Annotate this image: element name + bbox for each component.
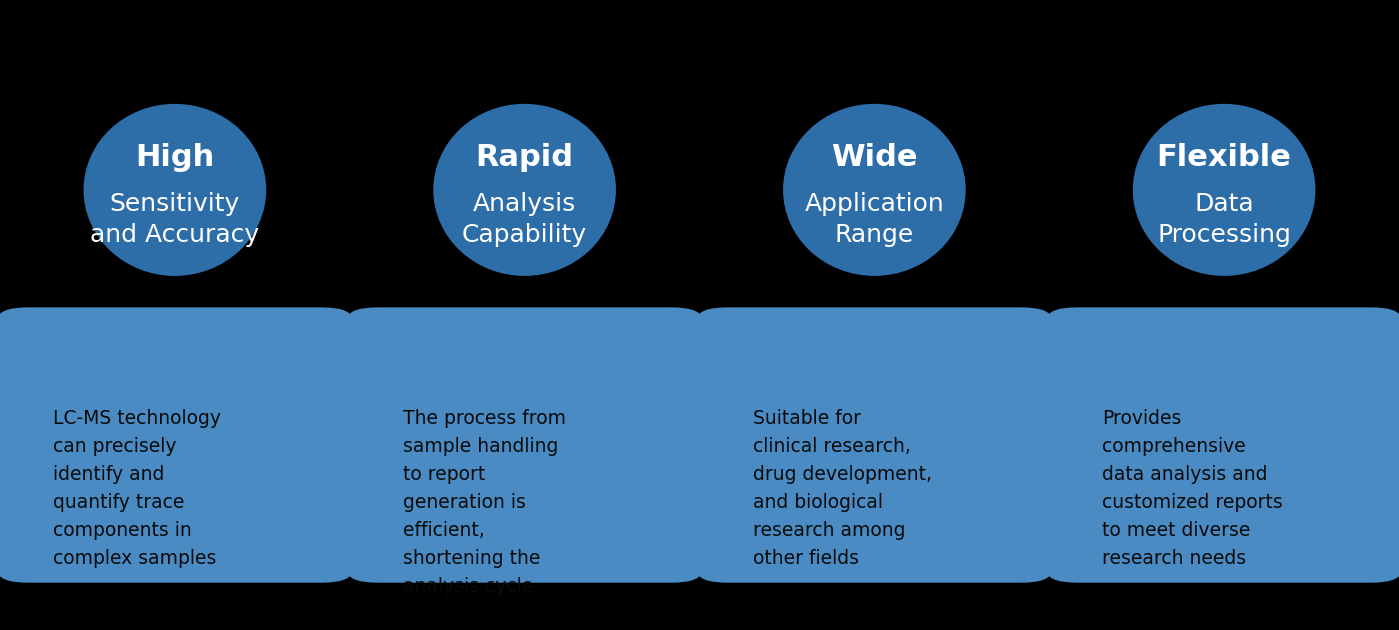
Ellipse shape (1133, 104, 1315, 276)
Text: The process from
sample handling
to report
generation is
efficient,
shortening t: The process from sample handling to repo… (403, 410, 567, 597)
Text: Rapid: Rapid (476, 143, 574, 172)
Text: High: High (136, 143, 214, 172)
Text: LC-MS technology
can precisely
identify and
quantify trace
components in
complex: LC-MS technology can precisely identify … (53, 410, 221, 568)
FancyBboxPatch shape (697, 307, 1052, 583)
Ellipse shape (434, 104, 616, 276)
Text: Data
Processing: Data Processing (1157, 192, 1291, 248)
Text: Provides
comprehensive
data analysis and
customized reports
to meet diverse
rese: Provides comprehensive data analysis and… (1102, 410, 1283, 568)
Text: Suitable for
clinical research,
drug development,
and biological
research among
: Suitable for clinical research, drug dev… (753, 410, 932, 568)
Text: Analysis
Capability: Analysis Capability (462, 192, 588, 248)
FancyBboxPatch shape (347, 307, 702, 583)
FancyBboxPatch shape (0, 307, 353, 583)
Ellipse shape (783, 104, 965, 276)
Text: Sensitivity
and Accuracy: Sensitivity and Accuracy (91, 192, 259, 248)
Ellipse shape (84, 104, 266, 276)
FancyBboxPatch shape (1046, 307, 1399, 583)
Text: Application
Range: Application Range (804, 192, 944, 248)
Text: Wide: Wide (831, 143, 918, 172)
Text: Flexible: Flexible (1157, 143, 1291, 172)
